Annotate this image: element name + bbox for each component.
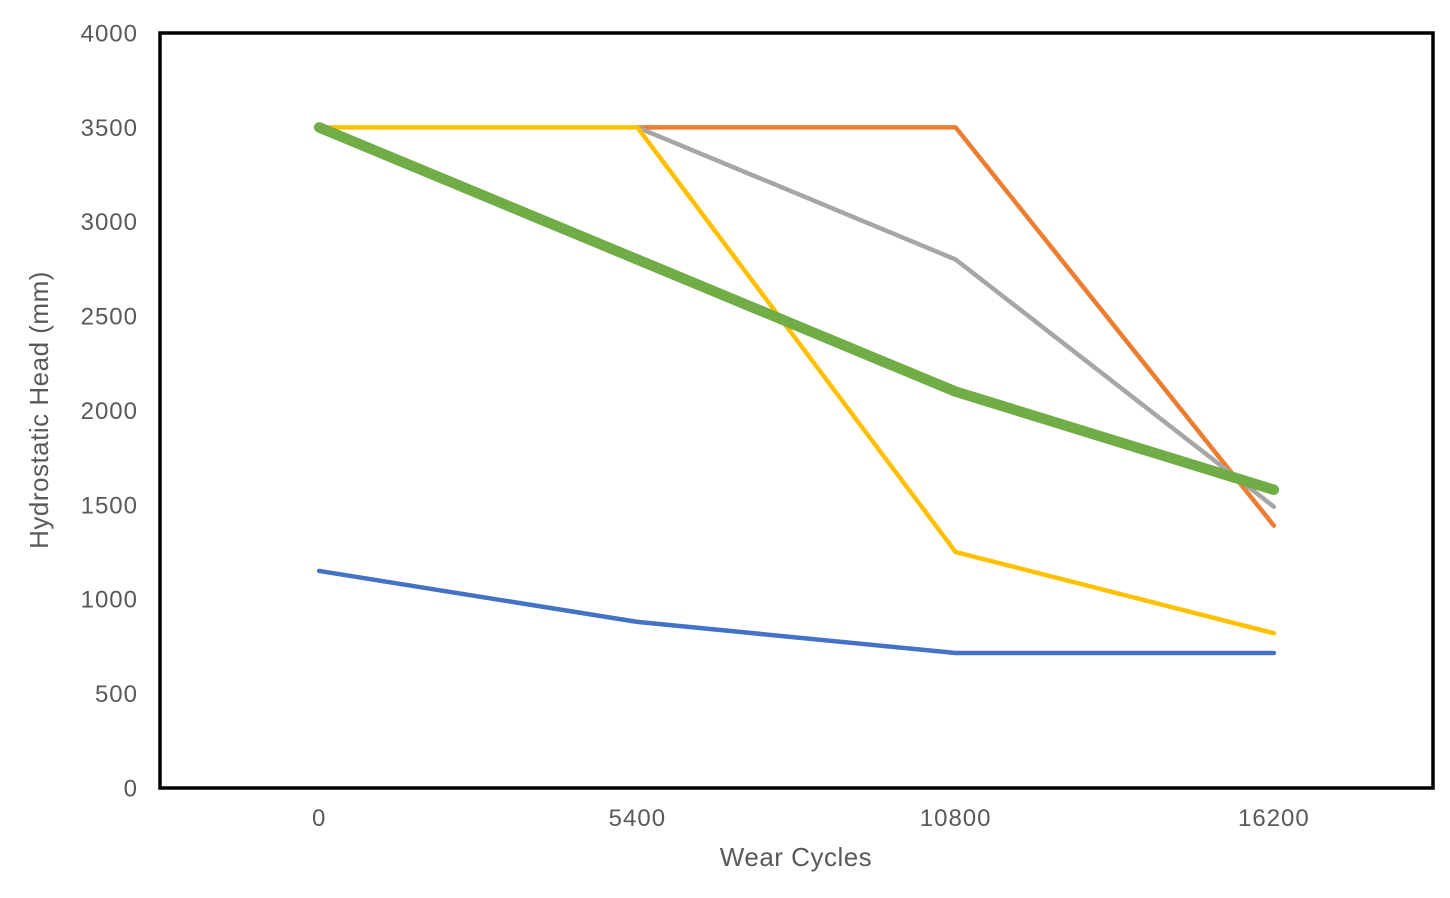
series-line-orange-series: [635, 125, 1277, 528]
x-tick-label: 0: [312, 805, 326, 832]
x-tick-label: 10800: [920, 805, 992, 832]
y-axis-title: Hydrostatic Head (mm): [24, 271, 54, 549]
y-tick-label: 3000: [81, 209, 138, 236]
x-axis-tick-labels: 0 5400 10800 16200: [312, 805, 1310, 832]
series-lines: [313, 122, 1280, 656]
y-tick-label: 2000: [81, 398, 138, 425]
series-line-green-series: [313, 122, 1280, 496]
plot-border: [158, 31, 1435, 790]
series-line-yellow-series: [316, 125, 1277, 636]
y-tick-label: 2500: [81, 304, 138, 331]
y-tick-label: 1500: [81, 492, 138, 519]
y-axis-tick-labels: 0 500 1000 1500 2000 2500 3000 3500 4000: [81, 20, 138, 802]
x-axis-title: Wear Cycles: [720, 842, 872, 872]
x-tick-label: 16200: [1238, 805, 1310, 832]
y-tick-label: 4000: [81, 20, 138, 47]
y-tick-label: 0: [124, 775, 138, 802]
x-tick-label: 5400: [609, 805, 666, 832]
y-tick-label: 500: [95, 681, 138, 708]
series-line-gray-series: [635, 125, 1277, 510]
y-tick-label: 3500: [81, 115, 138, 142]
y-tick-label: 1000: [81, 587, 138, 614]
series-line-blue-series: [316, 568, 1277, 656]
